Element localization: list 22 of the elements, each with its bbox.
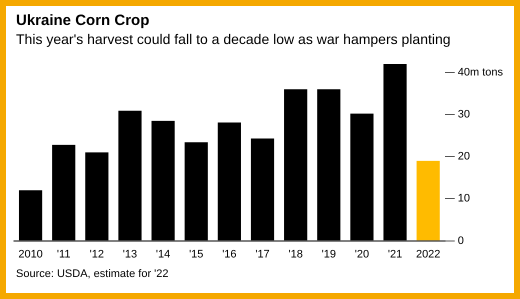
x-tick-label: '13	[122, 248, 138, 260]
y-tick-label: 0	[458, 234, 464, 247]
chart-title: Ukraine Corn Crop	[16, 12, 150, 29]
x-tick-label: 2010	[18, 248, 43, 260]
x-tick-label: '18	[288, 248, 303, 260]
x-tick-label: '19	[322, 248, 336, 260]
x-tick-label: '21	[388, 248, 402, 260]
x-tick-label: '15	[189, 248, 204, 260]
x-tick-label: '20	[354, 248, 370, 260]
x-tick-label: '14	[156, 248, 170, 260]
x-tick-label: '12	[90, 248, 104, 260]
y-tick-label: 20	[458, 150, 470, 163]
x-tick-label: '17	[255, 248, 270, 260]
chart-subtitle: This year's harvest could fall to a decade low as war hampers planting	[16, 31, 451, 47]
x-tick-label: 2022	[416, 248, 440, 260]
source-note: Source: USDA, estimate for '22	[16, 268, 168, 280]
y-tick-label: 30	[458, 108, 470, 121]
y-tick-label: 40m tons	[458, 66, 504, 78]
x-tick-label: '16	[222, 248, 237, 260]
x-tick-label: '11	[56, 248, 70, 260]
y-tick-label: 10	[458, 192, 470, 205]
bar	[416, 160, 440, 240]
